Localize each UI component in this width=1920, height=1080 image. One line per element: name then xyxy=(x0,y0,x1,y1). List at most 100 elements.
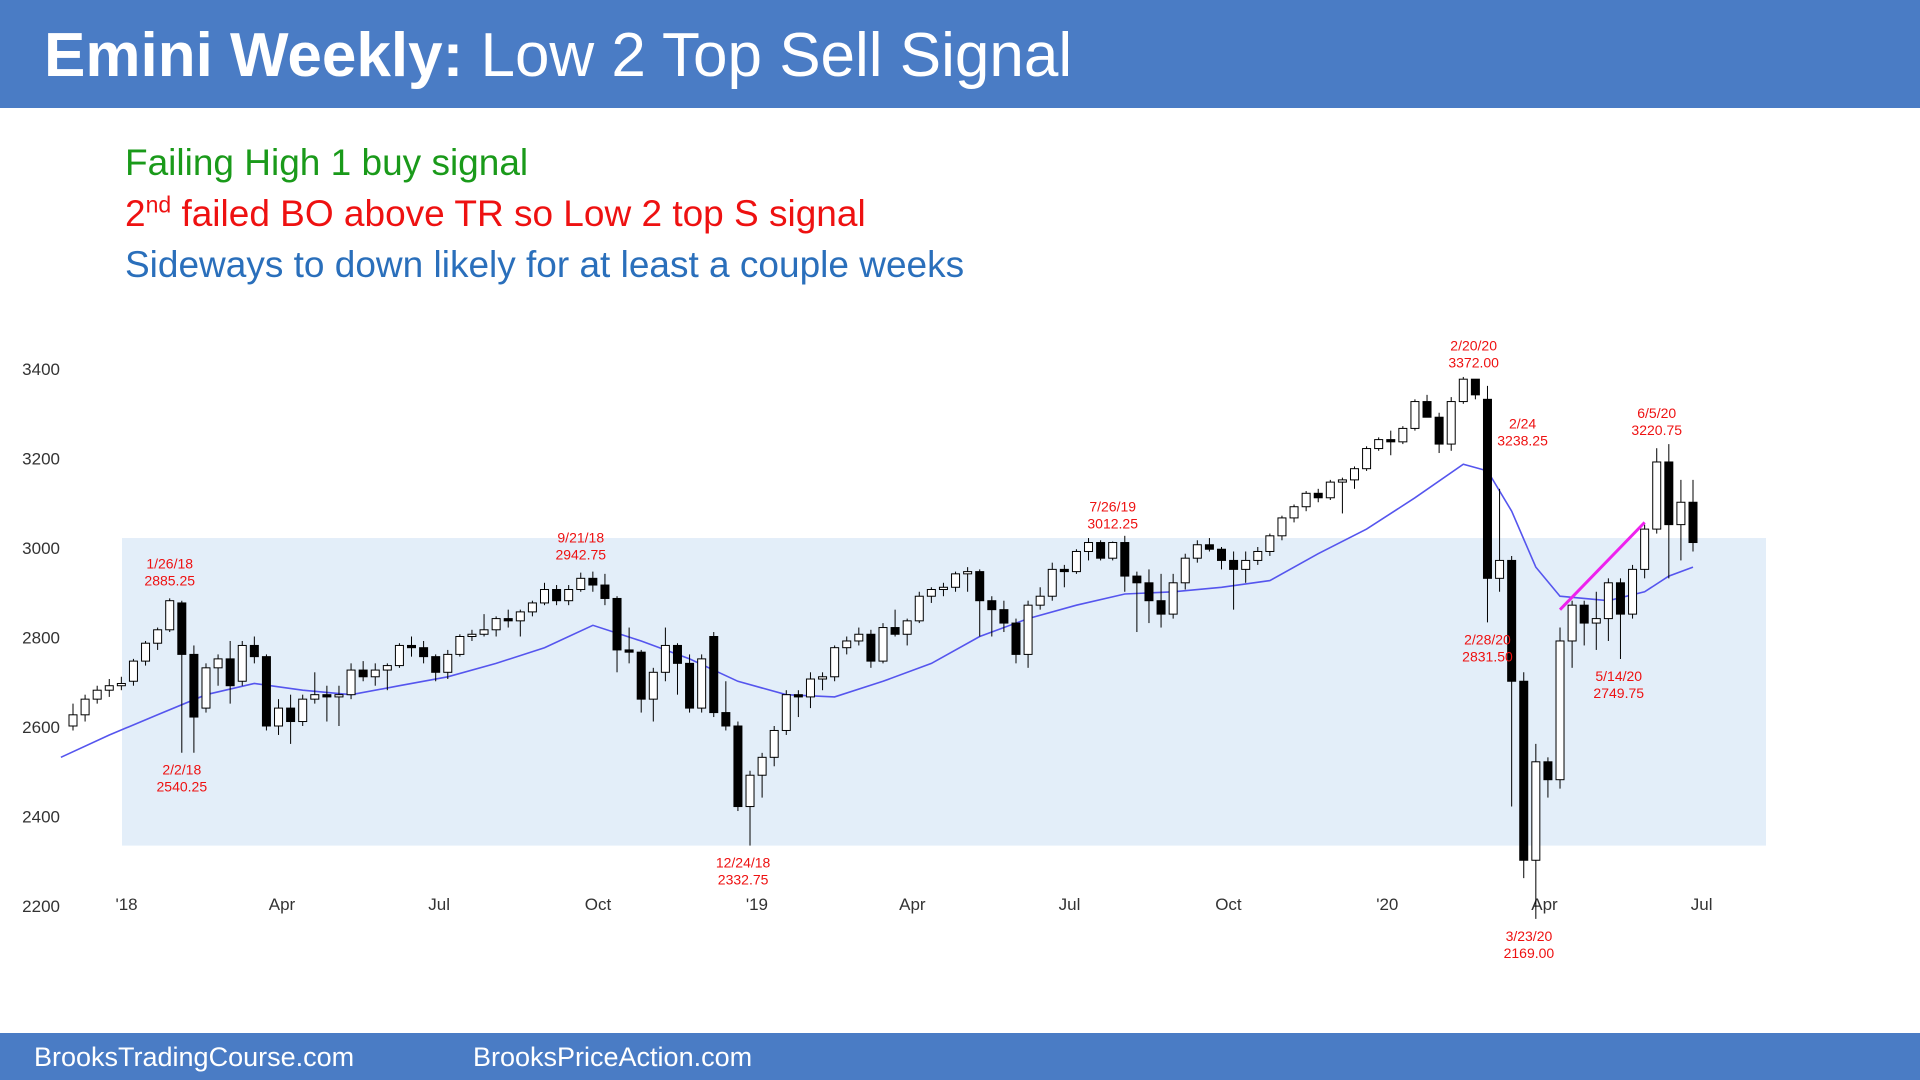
bull-candle xyxy=(1301,492,1311,508)
y-tick-label: 3000 xyxy=(22,539,60,558)
bull-candle xyxy=(914,595,924,622)
annotation-price: 2540.25 xyxy=(157,779,208,795)
bear-candle xyxy=(1204,544,1214,550)
bear-candle xyxy=(1615,582,1625,615)
x-tick-label: Apr xyxy=(1531,895,1558,914)
trendline xyxy=(1558,521,1646,611)
bull-candle xyxy=(201,667,211,709)
bull-candle xyxy=(479,629,489,635)
bull-candle xyxy=(745,774,755,808)
bull-candle xyxy=(1603,582,1613,620)
bull-candle xyxy=(660,644,670,673)
bear-candle xyxy=(189,653,199,718)
bull-candle xyxy=(394,644,404,667)
bear-candle xyxy=(358,669,368,678)
bear-candle xyxy=(1664,461,1674,526)
bull-candle xyxy=(963,571,973,575)
emini-weekly-chart: 2200 2400 2600 2800 3000 3200 3400 '18 Apr Jul Oct… xyxy=(22,338,1766,961)
bull-candle xyxy=(951,573,961,588)
bull-candle xyxy=(334,694,344,698)
bear-candle xyxy=(286,707,296,723)
bull-candle xyxy=(805,678,815,698)
bull-candle xyxy=(1180,557,1190,584)
bear-candle xyxy=(612,597,622,651)
bear-candle xyxy=(419,647,429,658)
bear-candle xyxy=(1011,622,1021,655)
bear-candle xyxy=(1434,416,1444,445)
bear-candle xyxy=(600,584,610,599)
x-tick-label: Jul xyxy=(1691,895,1713,914)
bull-candle xyxy=(564,589,574,602)
bull-candle xyxy=(92,689,102,700)
bear-candle xyxy=(672,644,682,664)
bull-candle xyxy=(1277,517,1287,537)
bull-candle xyxy=(1676,501,1686,526)
bear-candle xyxy=(1096,542,1106,559)
bull-candle xyxy=(165,600,175,631)
bull-candle xyxy=(455,636,465,655)
bull-candle xyxy=(80,698,90,716)
bull-candle xyxy=(1531,761,1541,861)
bull-candle xyxy=(1337,479,1347,483)
bull-candle xyxy=(515,611,525,622)
bear-candle xyxy=(793,694,803,698)
annotation-date: 7/26/19 xyxy=(1089,499,1136,515)
bear-candle xyxy=(1120,542,1130,577)
annotation-date: 2/28/20 xyxy=(1464,631,1511,647)
y-tick-label: 3400 xyxy=(22,360,60,379)
bull-candle xyxy=(902,620,912,635)
bear-candle xyxy=(1229,559,1239,570)
y-tick-label: 2600 xyxy=(22,718,60,737)
y-tick-label: 2800 xyxy=(22,629,60,648)
bull-candle xyxy=(842,640,852,649)
bull-candle xyxy=(346,669,356,696)
bear-candle xyxy=(999,609,1009,624)
annotation-price: 2749.75 xyxy=(1593,685,1644,701)
bear-candle xyxy=(721,712,731,727)
annotation-price: 2169.00 xyxy=(1504,945,1555,961)
bull-candle xyxy=(274,707,284,727)
bear-candle xyxy=(249,644,259,658)
bear-candle xyxy=(733,725,743,808)
bear-candle xyxy=(1217,548,1227,561)
bear-candle xyxy=(407,644,417,649)
note-line-2-sup: nd xyxy=(145,191,172,218)
bull-candle xyxy=(370,669,380,678)
bull-candle xyxy=(697,658,707,709)
bear-candle xyxy=(1543,761,1553,781)
bear-candle xyxy=(987,600,997,611)
bear-candle xyxy=(624,649,634,653)
bull-candle xyxy=(818,676,828,680)
bear-candle xyxy=(1144,582,1154,602)
bull-candle xyxy=(539,589,549,604)
bull-candle xyxy=(1362,448,1372,470)
x-tick-label: Oct xyxy=(1215,895,1242,914)
bull-candle xyxy=(648,671,658,700)
bull-candle xyxy=(1628,568,1638,615)
bear-candle xyxy=(322,694,332,698)
x-tick-label: Apr xyxy=(899,895,926,914)
annotation-date: 6/5/20 xyxy=(1637,405,1676,421)
bull-candle xyxy=(1168,582,1178,615)
bull-candle xyxy=(1374,439,1384,450)
footer-left-link[interactable]: BrooksTradingCourse.com xyxy=(34,1042,355,1072)
bear-candle xyxy=(1132,575,1142,584)
bull-candle xyxy=(141,642,151,662)
annotation-date: 1/26/18 xyxy=(146,555,193,571)
footer-banner xyxy=(0,1033,1920,1080)
bear-candle xyxy=(1386,439,1396,443)
note-line-1: Failing High 1 buy signal xyxy=(125,142,529,183)
bear-candle xyxy=(1688,501,1698,544)
bear-candle xyxy=(975,571,985,602)
annotation-price: 2942.75 xyxy=(555,547,606,563)
bull-candle xyxy=(527,602,537,613)
footer-right-link[interactable]: BrooksPriceAction.com xyxy=(473,1042,753,1072)
annotation-price: 3372.00 xyxy=(1448,355,1499,371)
x-tick-label: Jul xyxy=(1059,895,1081,914)
bull-candle xyxy=(1265,535,1275,552)
bull-candle xyxy=(1241,559,1251,570)
x-tick-label: Oct xyxy=(585,895,612,914)
title-rest: Low 2 Top Sell Signal xyxy=(463,21,1073,90)
bull-candle xyxy=(1567,604,1577,642)
bear-candle xyxy=(636,651,646,700)
